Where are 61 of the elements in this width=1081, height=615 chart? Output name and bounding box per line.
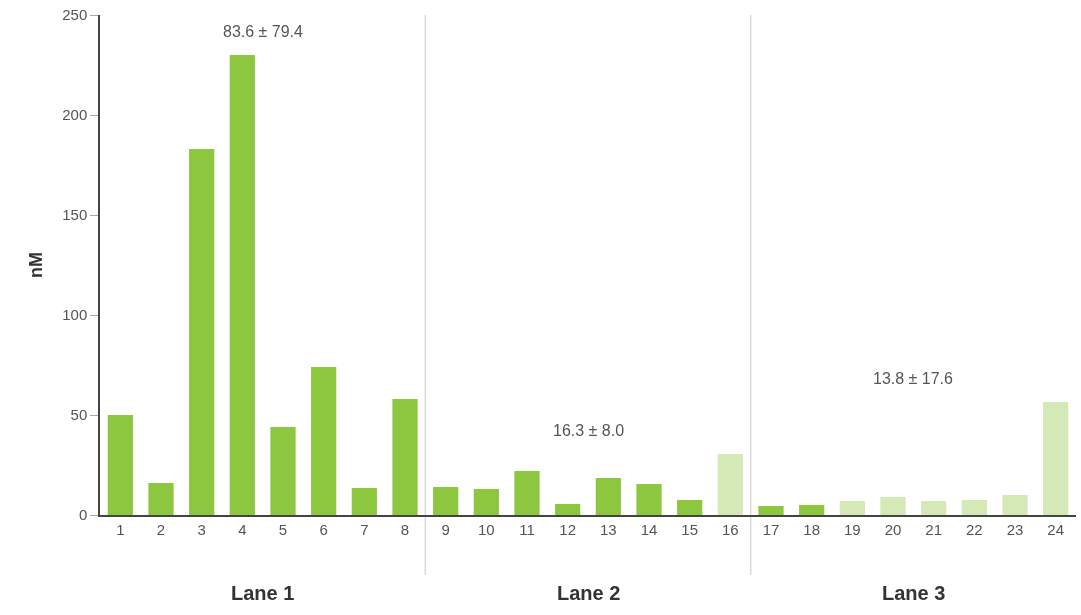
y-tick-label: 200	[62, 106, 88, 124]
annotation: 16.3 ± 8.0	[553, 422, 625, 439]
bar	[229, 55, 255, 515]
bar	[636, 484, 662, 515]
x-tick-label: 8	[400, 521, 410, 538]
y-tick-label: 100	[62, 306, 88, 324]
bar	[595, 478, 621, 515]
x-tick-label: 21	[925, 521, 943, 538]
x-tick-label: 17	[762, 521, 780, 538]
x-tick-label: 15	[681, 521, 699, 538]
bar	[555, 504, 581, 515]
text: Lane 1	[231, 582, 295, 604]
bar	[433, 487, 459, 515]
bar	[189, 149, 215, 515]
annotation: 83.6 ± 79.4	[223, 23, 304, 40]
bar	[1002, 495, 1028, 515]
bar	[473, 489, 499, 515]
x-tick-label: 18	[803, 521, 821, 538]
x-tick-label: 6	[319, 521, 328, 538]
bar	[311, 367, 337, 515]
bar	[1043, 402, 1069, 515]
x-tick-label: 9	[441, 521, 450, 538]
bar	[270, 427, 296, 515]
annotation: 13.8 ± 17.6	[873, 370, 954, 387]
x-tick-label: 5	[278, 521, 288, 538]
bar	[839, 501, 865, 515]
bar	[758, 506, 784, 515]
bar	[107, 415, 133, 515]
bar	[717, 454, 743, 515]
y-axis-title: nM	[25, 252, 46, 278]
bar	[351, 488, 377, 515]
x-tick-label: 24	[1047, 521, 1065, 538]
x-tick-label: 19	[843, 521, 861, 538]
x-tick-label: 3	[197, 521, 206, 538]
x-tick-label: 22	[965, 521, 983, 538]
text: Lane 3	[882, 582, 946, 604]
x-tick-label: 4	[238, 521, 247, 538]
x-tick-label: 1	[116, 521, 125, 538]
x-tick-label: 16	[721, 521, 739, 538]
bar	[799, 505, 825, 515]
bar	[921, 501, 947, 515]
y-tick-label: 50	[70, 406, 88, 424]
bar	[392, 399, 418, 515]
x-tick-label: 2	[156, 521, 166, 538]
x-tick-label: 12	[559, 521, 577, 538]
x-tick-label: 10	[477, 521, 495, 538]
bar	[514, 471, 540, 515]
bar	[148, 483, 174, 515]
y-tick-label: 0	[78, 506, 88, 524]
y-tick-label: 250	[62, 6, 88, 24]
bar	[880, 497, 906, 515]
bar	[961, 500, 987, 515]
x-tick-label: 23	[1006, 521, 1024, 538]
x-tick-label: 7	[360, 521, 369, 538]
bar	[677, 500, 703, 515]
x-tick-label: 20	[884, 521, 902, 538]
x-tick-label: 13	[599, 521, 617, 538]
x-tick-label: 11	[519, 521, 535, 538]
y-tick-label: 150	[62, 206, 88, 224]
text: Lane 2	[557, 582, 621, 604]
x-tick-label: 14	[640, 521, 658, 538]
